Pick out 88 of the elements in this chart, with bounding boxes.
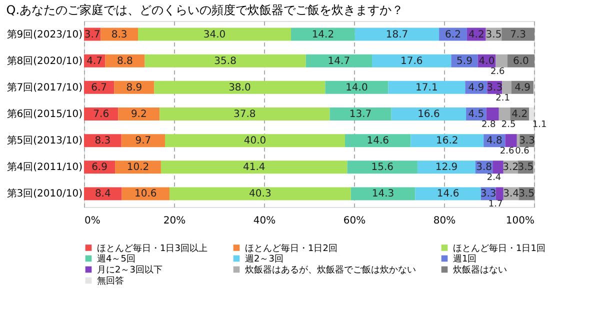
data-label: 16.6 — [418, 109, 440, 120]
data-label: 14.0 — [346, 82, 368, 94]
data-label: 4.2 — [468, 29, 484, 40]
data-label: 4.2 — [512, 109, 528, 120]
data-label: 4.9 — [514, 82, 530, 94]
data-label: 8.3 — [94, 136, 111, 147]
legend-label: 無回答 — [97, 276, 124, 286]
data-label: 6.2 — [445, 29, 461, 40]
chart-title: Q.あなたのご家庭では、どのくらいの頻度で炊飯器でご飯を炊きますか？ — [6, 3, 404, 17]
x-tick-label: 20% — [163, 216, 186, 226]
data-label: 3.3 — [519, 136, 535, 147]
data-label: 6.9 — [92, 162, 108, 174]
data-label: 4.0 — [478, 56, 495, 67]
data-label: 9.7 — [135, 136, 152, 147]
data-label: 3.3 — [480, 188, 496, 200]
y-tick-label: 第6回(2015/10) — [6, 108, 83, 120]
data-label: 15.6 — [371, 162, 394, 174]
data-label: 13.7 — [349, 109, 372, 120]
data-label: 0.6 — [515, 146, 530, 157]
data-label: 1.7 — [488, 200, 503, 210]
data-label: 3.3 — [486, 82, 503, 94]
y-tick-label: 第4回(2011/10) — [6, 161, 83, 174]
data-label: 40.0 — [244, 136, 266, 147]
data-label: 7.6 — [93, 109, 110, 120]
data-label: 3.2 — [502, 162, 519, 174]
data-label: 3.5 — [518, 188, 535, 200]
data-label: 2.4 — [486, 173, 502, 184]
legend-label: ほとんど毎日・1日3回以上 — [97, 242, 208, 254]
x-tick-label: 60% — [343, 216, 366, 226]
legend-label: 週4～5回 — [97, 254, 136, 264]
data-label: 2.6 — [500, 146, 514, 157]
data-label: 17.6 — [400, 56, 423, 67]
data-label: 16.2 — [436, 136, 458, 147]
data-label: 9.2 — [130, 109, 147, 120]
data-label: 6.0 — [512, 56, 529, 67]
data-label: 41.4 — [242, 162, 266, 174]
y-tick-label: 第9回(2023/10) — [6, 28, 83, 40]
legend-label: 週1回 — [453, 254, 477, 264]
legend-label: 月に2～3回以下 — [97, 264, 162, 276]
data-label: 8.8 — [116, 56, 133, 67]
data-label: 35.8 — [214, 56, 236, 67]
x-tick-label: 100% — [506, 216, 534, 226]
y-tick-label: 第5回(2013/10) — [6, 134, 83, 147]
data-label: 3.4 — [503, 188, 520, 200]
data-label: 3.5 — [486, 29, 502, 40]
data-label: 2.1 — [496, 93, 510, 104]
y-tick-label: 第8回(2020/10) — [6, 54, 83, 67]
data-label: 14.6 — [436, 188, 460, 200]
data-label: 14.6 — [366, 136, 389, 147]
data-label: 7.3 — [510, 29, 526, 40]
data-label: 2.5 — [501, 120, 516, 130]
data-label: 14.7 — [328, 56, 350, 67]
y-tick-label: 第3回(2010/10) — [6, 188, 83, 200]
data-label: 1.1 — [532, 120, 547, 130]
data-label: 8.4 — [94, 188, 111, 200]
data-label: 38.0 — [228, 82, 251, 94]
data-label: 6.7 — [91, 82, 108, 94]
data-label: 4.5 — [468, 109, 484, 120]
data-label: 10.6 — [134, 188, 157, 200]
data-label: 2.6 — [490, 66, 506, 77]
data-label: 4.7 — [86, 56, 103, 67]
x-tick-label: 80% — [433, 216, 456, 226]
data-label: 3.5 — [518, 162, 534, 174]
data-label: 14.3 — [372, 188, 394, 200]
legend-label: 炊飯器はない — [453, 264, 507, 276]
data-label: 4.9 — [468, 82, 484, 94]
legend-label: ほとんど毎日・1日2回 — [245, 242, 338, 254]
data-label: 34.0 — [203, 29, 226, 40]
data-label: 8.3 — [111, 29, 128, 40]
data-label: 14.2 — [312, 29, 334, 40]
legend-label: ほとんど毎日・1日1回 — [453, 242, 546, 254]
legend-label: 週2～3回 — [245, 254, 284, 264]
x-tick-label: 0% — [84, 216, 100, 226]
data-label: 3.7 — [84, 29, 100, 40]
data-label: 12.9 — [435, 162, 458, 174]
data-label: 2.8 — [481, 120, 496, 130]
data-label: 10.2 — [126, 162, 150, 174]
data-label: 3.8 — [476, 162, 492, 174]
x-tick-label: 40% — [253, 216, 276, 226]
y-tick-label: 第7回(2017/10) — [6, 81, 83, 94]
data-label: 17.1 — [416, 82, 438, 94]
data-label: 5.9 — [456, 56, 472, 67]
data-label: 40.3 — [249, 188, 272, 200]
data-label: 18.7 — [386, 29, 408, 40]
legend-label: 炊飯器はあるが、炊飯器でご飯は炊かない — [245, 264, 416, 276]
data-label: 8.9 — [126, 82, 142, 94]
data-label: 37.8 — [234, 109, 256, 120]
data-label: 4.8 — [486, 136, 502, 147]
